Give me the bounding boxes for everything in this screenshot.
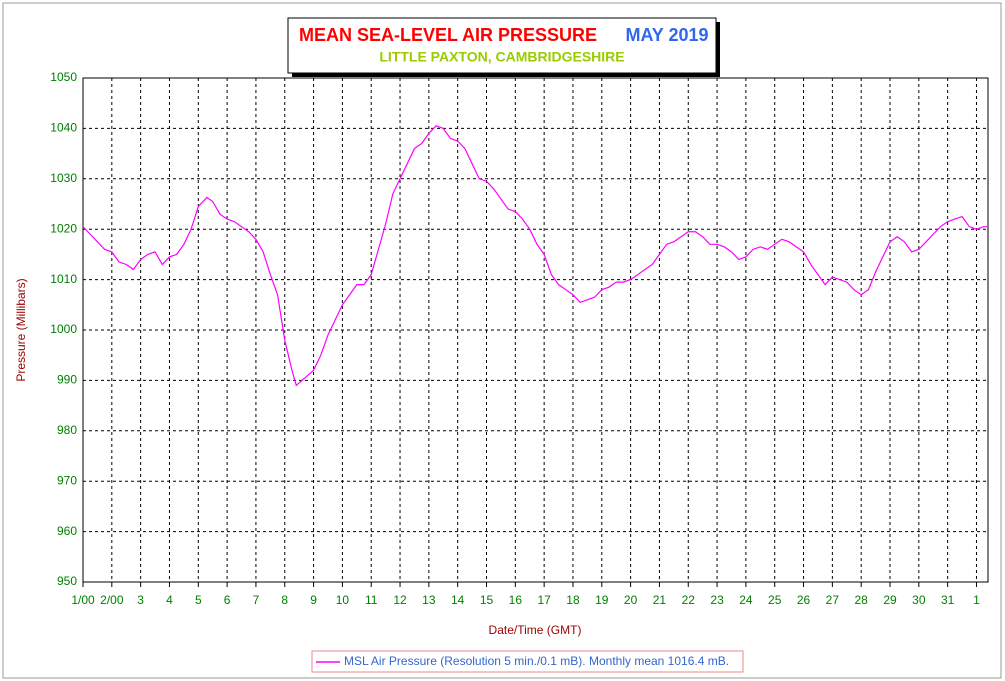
x-tick-label: 30 [912, 593, 926, 607]
chart-title-month: MAY 2019 [625, 25, 708, 45]
x-tick-label: 3 [137, 593, 144, 607]
x-tick-label: 26 [797, 593, 811, 607]
x-tick-label: 19 [595, 593, 609, 607]
x-tick-label: 14 [451, 593, 465, 607]
x-tick-label: 11 [365, 593, 378, 607]
x-tick-label: 18 [566, 593, 580, 607]
chart-subtitle: LITTLE PAXTON, CAMBRIDGESHIRE [379, 49, 624, 65]
x-tick-label: 24 [739, 593, 753, 607]
y-tick-label: 1000 [50, 322, 77, 336]
x-tick-label: 2/00 [100, 593, 124, 607]
y-tick-label: 1050 [50, 70, 77, 84]
legend [311, 650, 744, 673]
y-tick-label: 1010 [50, 272, 77, 286]
x-tick-label: 10 [336, 593, 350, 607]
x-tick-label: 22 [682, 593, 696, 607]
x-tick-label: 27 [826, 593, 840, 607]
y-tick-label: 960 [57, 524, 77, 538]
pressure-line [82, 125, 988, 387]
x-tick-label: 1/00 [71, 593, 95, 607]
x-tick-label: 5 [195, 593, 202, 607]
x-tick-label: 23 [710, 593, 724, 607]
x-tick-label: 7 [253, 593, 260, 607]
x-tick-label: 20 [624, 593, 638, 607]
plot-border [82, 77, 989, 583]
x-tick-label: 6 [224, 593, 231, 607]
chart-title: MEAN SEA-LEVEL AIR PRESSURE [299, 25, 597, 45]
x-tick-label: 29 [883, 593, 897, 607]
y-tick-label: 1020 [50, 221, 77, 235]
x-tick-label: 15 [480, 593, 494, 607]
x-tick-label: 12 [393, 593, 407, 607]
y-tick-label: 970 [57, 473, 77, 487]
x-axis-label: Date/Time (GMT) [489, 623, 582, 637]
x-tick-label: 9 [310, 593, 317, 607]
x-tick-label: 8 [281, 593, 288, 607]
y-tick-label: 980 [57, 423, 77, 437]
x-tick-label: 13 [422, 593, 436, 607]
title-box [287, 17, 717, 74]
x-tick-label: 21 [653, 593, 667, 607]
x-tick-label: 1 [973, 593, 980, 607]
legend-label: MSL Air Pressure (Resolution 5 min./0.1 … [344, 654, 729, 668]
y-tick-label: 990 [57, 373, 77, 387]
y-tick-label: 950 [57, 574, 77, 588]
x-tick-label: 28 [855, 593, 869, 607]
y-tick-label: 1040 [50, 121, 77, 135]
x-tick-label: 25 [768, 593, 782, 607]
y-tick-label: 1030 [50, 171, 77, 185]
x-tick-label: 16 [509, 593, 523, 607]
x-tick-label: 31 [941, 593, 955, 607]
x-tick-label: 4 [166, 593, 173, 607]
y-axis-label: Pressure (Millibars) [14, 278, 28, 381]
x-tick-label: 17 [537, 593, 551, 607]
